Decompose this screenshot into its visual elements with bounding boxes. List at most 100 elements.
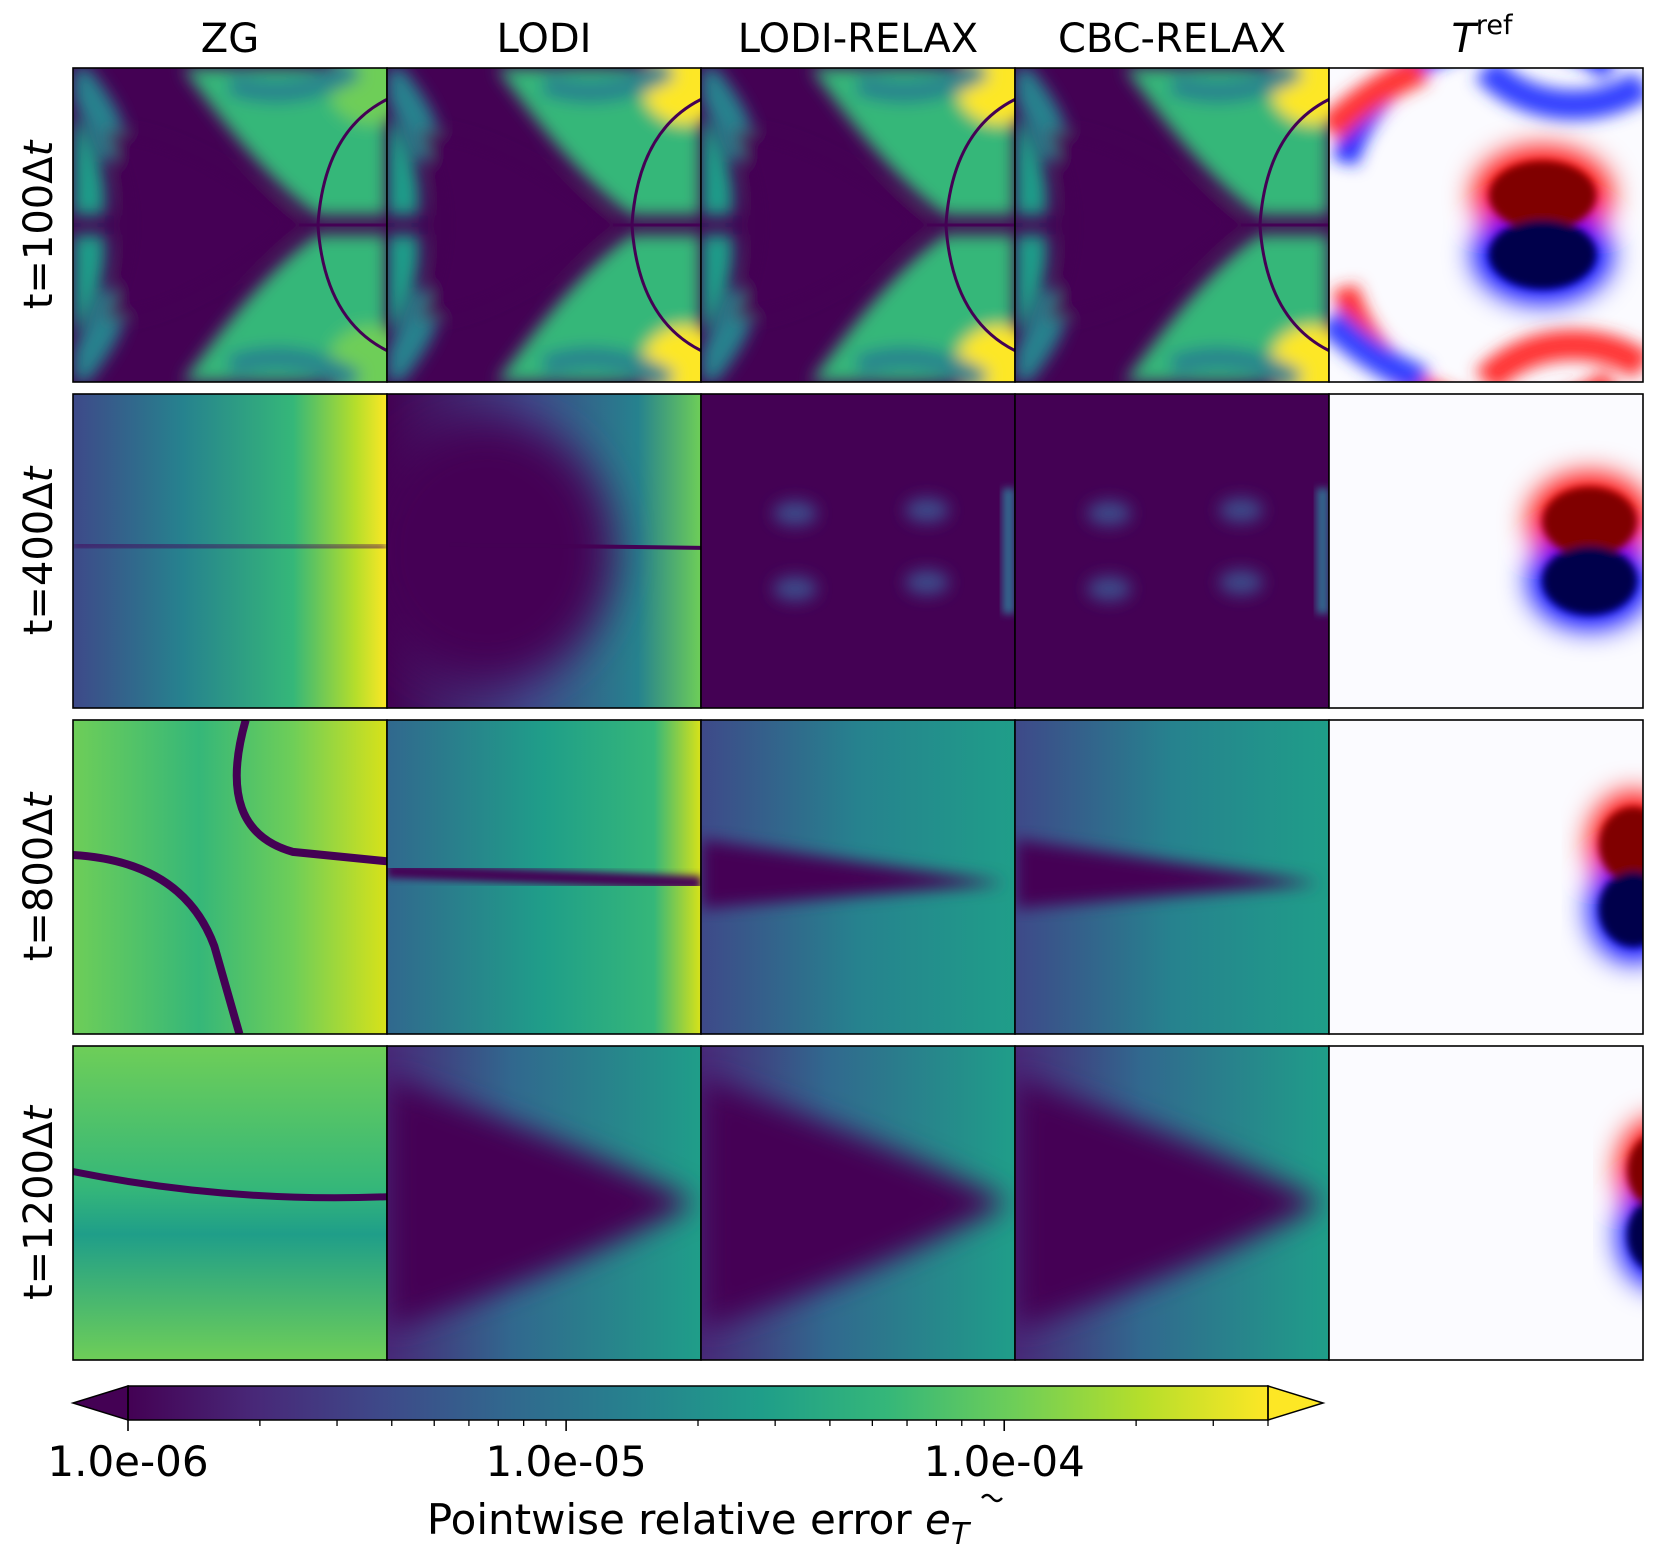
edge-strip [1002,488,1015,614]
line-tr [944,98,1015,226]
lobe-left-bottom [387,234,420,335]
lobe-left-top [701,115,734,216]
lobe-left-bottom [701,234,734,335]
zero-band [387,863,701,891]
arc-bottom [226,347,362,382]
panel-r1-c3 [701,68,1015,382]
dark-wedge [701,839,1006,909]
zero-line [73,542,387,551]
panel-r3-c4 [1015,720,1329,1034]
arc-top [854,68,990,103]
row-label-400: t=400Δt [16,465,62,635]
dark-wedge [1015,1077,1323,1329]
red-core [1627,1138,1643,1204]
column-header-ref: Tref [1451,10,1514,62]
ring-blue-tr [1474,68,1643,121]
colorbar-extend-max [1267,1384,1326,1422]
blobs [1087,497,1264,602]
colorbar-tick-label-2: 1.0e-04 [924,1437,1085,1486]
line-br [316,224,387,352]
panel-bg [701,394,1015,708]
vortex-core [1599,807,1643,947]
blue-core [1542,545,1637,615]
ring-red-br [1474,329,1643,382]
row-labels: t=100Δt t=400Δt t=800Δt t=1200Δt [16,139,62,1300]
row-label-100: t=100Δt [16,139,62,309]
blob-2 [773,576,818,602]
dark-core [387,419,614,683]
panel-r4-c3 [701,1046,1015,1360]
line-br [630,224,701,352]
panel-bg [1015,394,1329,708]
dark-wedge [1015,839,1320,909]
zero-line [73,1168,387,1202]
panel-r1-c1 [73,68,387,382]
error-lobes [387,68,701,382]
error-lobes [1015,68,1329,382]
blob-2 [1087,576,1132,602]
zero-line-lower [73,851,244,1034]
ring-blue-bottom [1329,308,1430,382]
panel-r1-c4 [1015,68,1329,382]
red-core [1542,487,1637,557]
panel-r3-ref-frame [1328,719,1644,1035]
line-tr [1258,98,1329,226]
panel-r4-ref-frame [1328,1045,1644,1361]
arc-bottom [854,347,990,382]
panel-r1-ref [1329,68,1643,382]
panel-r3-c3 [701,720,1015,1034]
line-br [944,224,1015,352]
arc-top [226,68,362,103]
blob-3 [905,569,950,595]
arc-top [1168,68,1304,103]
panel-r2-ref-frame [1328,393,1644,709]
colorbar: 1.0e-06 1.0e-05 1.0e-04 Pointwise relative … [47,1384,1326,1552]
ring-red-top [1329,68,1430,142]
vortex-core [1542,487,1637,615]
column-headers: ZG LODI LODI-RELAX CBC-RELAX Tref [201,10,1514,62]
panel-r3-c1 [73,720,387,1034]
blobs [773,497,950,602]
heatmap-panels [72,67,1644,1361]
edge-strip [1316,488,1329,614]
arc-top [540,68,676,103]
panel-bg [1329,1046,1643,1360]
blob-1 [1219,497,1264,523]
panel-r1-c2 [387,68,701,382]
vortex-core [1489,161,1596,289]
panel-r2-c4 [1015,394,1329,708]
lobe-left-top [387,115,420,216]
column-header-lodi-relax: LODI-RELAX [738,16,978,62]
center-dark [732,130,928,320]
red-core [1599,807,1643,883]
blob-3 [1219,569,1264,595]
line-tr [630,98,701,226]
vortex-core [1627,1138,1643,1268]
panel-r2-c3 [701,394,1015,708]
lobe-left-top [73,115,106,216]
panel-r2-c2 [387,394,701,708]
colorbar-label-tilde [981,1493,1003,1503]
line-br [1258,224,1329,352]
wave-rings [1329,68,1643,382]
colorbar-body [128,1386,1268,1420]
blob-1 [905,497,950,523]
panel-r4-c1 [73,1046,387,1360]
blob-0 [1087,500,1132,526]
arc-bottom [540,347,676,382]
panel-r2-ref [1329,394,1643,708]
panel-r2-c1 [73,394,387,708]
panel-r4-ref [1329,1046,1643,1360]
zero-line [449,542,701,550]
panel-r4-c4 [1015,1046,1329,1360]
red-core [1489,161,1596,231]
row-label-800: t=800Δt [16,791,62,961]
column-header-lodi: LODI [497,16,592,62]
center-dark [104,130,300,320]
blue-core [1489,219,1596,289]
colorbar-label: Pointwise relative error eT [427,1495,972,1552]
dark-wedge [387,1077,695,1329]
blue-core [1627,1202,1643,1268]
row-label-1200: t=1200Δt [16,1105,62,1300]
